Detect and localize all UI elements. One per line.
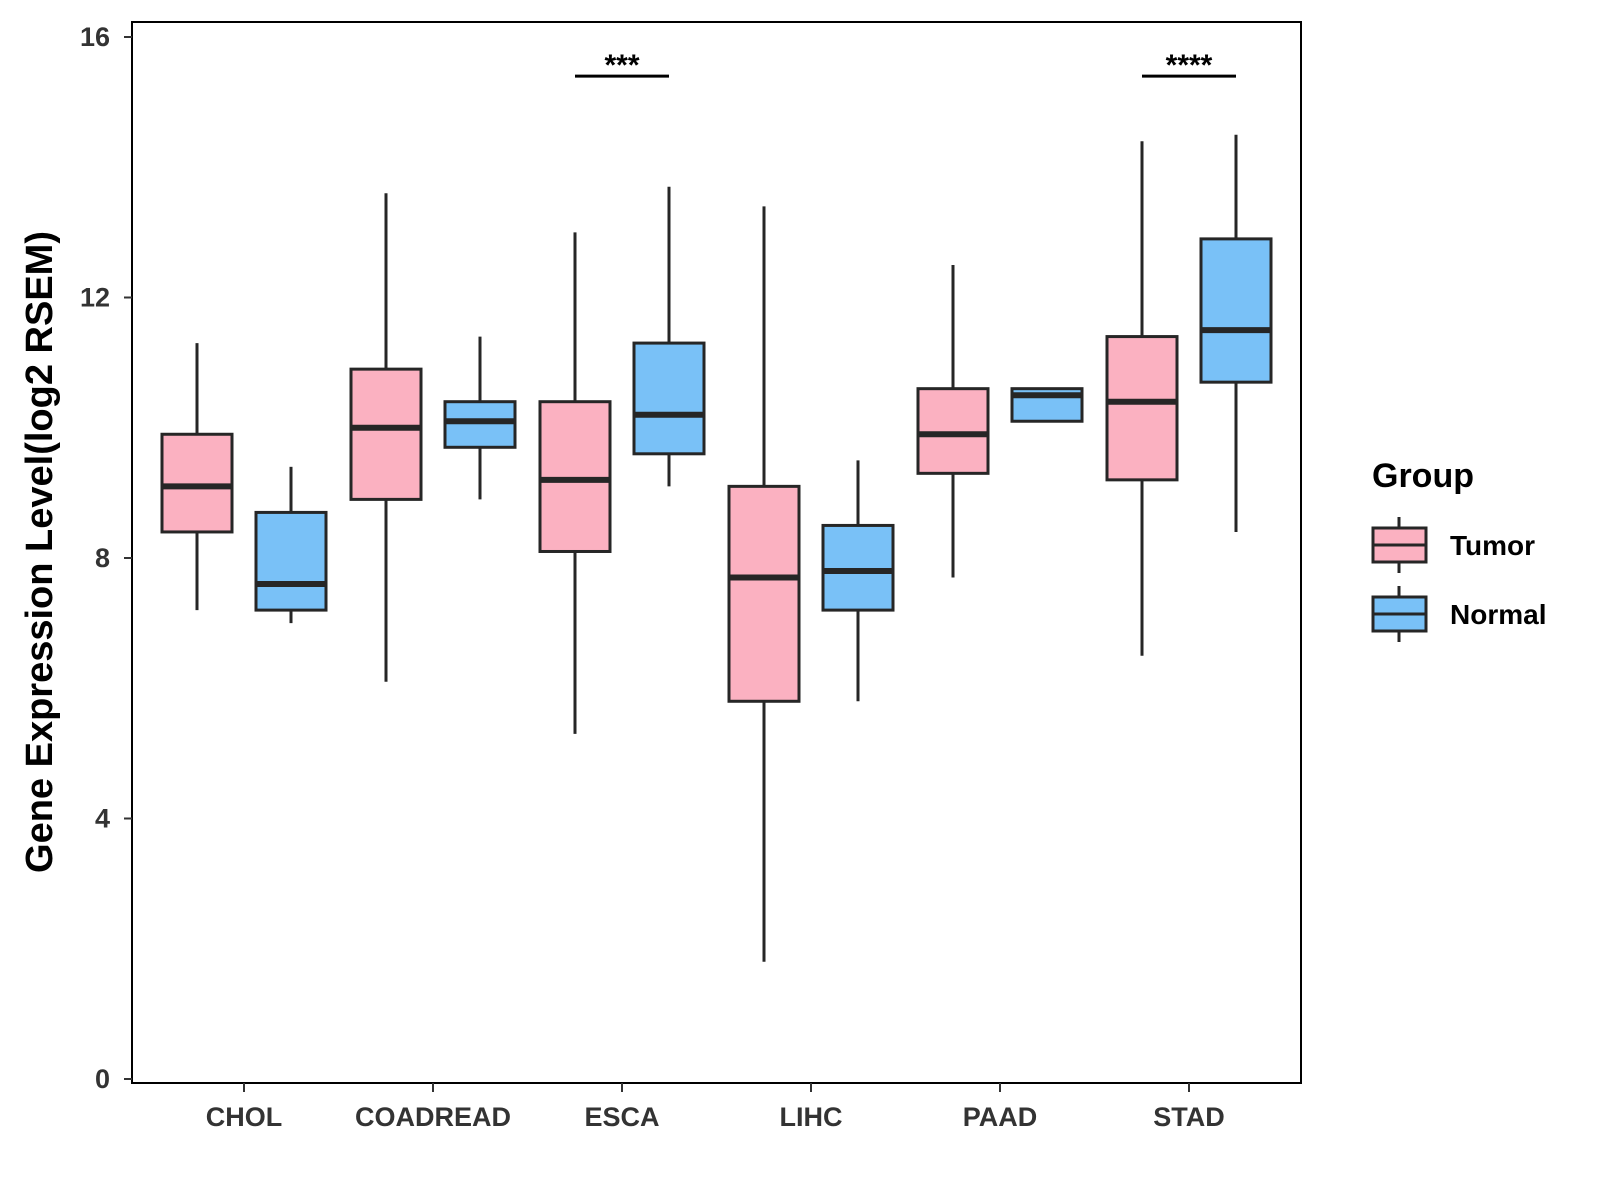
box-iqr: [1199, 237, 1273, 384]
box-iqr: [727, 484, 801, 703]
box-iqr: [443, 400, 517, 449]
box-iqr: [160, 432, 234, 534]
x-tick-label: PAAD: [963, 1102, 1038, 1132]
x-tick-label: CHOL: [206, 1102, 283, 1132]
legend: Group Tumor Normal: [1371, 457, 1546, 642]
y-tick-label: 0: [95, 1064, 110, 1094]
x-tick-label: LIHC: [780, 1102, 843, 1132]
legend-title: Group: [1372, 457, 1474, 495]
y-tick-label: 8: [95, 543, 110, 573]
box-iqr: [821, 523, 895, 612]
x-tick-label: STAD: [1153, 1102, 1225, 1132]
x-axis: CHOL COADREAD ESCA LIHC PAAD STAD: [206, 1083, 1225, 1132]
significance-annotations: *** ****: [575, 49, 1236, 82]
box-tumor-stad: [1105, 141, 1179, 656]
box-tumor-esca: [538, 232, 612, 734]
y-tick-label: 12: [80, 283, 110, 313]
box-normal-chol: [254, 466, 328, 624]
significance-label: ***: [604, 49, 639, 82]
legend-label: Normal: [1450, 599, 1546, 630]
significance-label: ****: [1166, 49, 1213, 82]
legend-label: Tumor: [1450, 530, 1535, 561]
box-iqr: [632, 341, 706, 456]
x-tick-label: ESCA: [584, 1102, 659, 1132]
box-iqr: [349, 367, 423, 501]
box-normal-paad: [1010, 387, 1084, 423]
box-tumor-paad: [916, 264, 990, 578]
y-axis-title: Gene Expression Level(log2 RSEM): [19, 231, 61, 873]
box-normal-esca: [632, 186, 706, 487]
y-axis: 0 4 8 12 16: [80, 22, 132, 1094]
legend-entry-normal: Normal: [1371, 586, 1546, 642]
legend-entry-tumor: Tumor: [1371, 517, 1535, 573]
y-tick-label: 4: [95, 804, 110, 834]
box-normal-coadread: [443, 336, 517, 500]
y-tick-label: 16: [80, 22, 110, 52]
x-tick-label: COADREAD: [355, 1102, 511, 1132]
box-series: [160, 134, 1273, 962]
box-tumor-coadread: [349, 193, 423, 682]
box-iqr: [254, 510, 328, 612]
box-tumor-chol: [160, 343, 234, 611]
box-iqr: [1105, 335, 1179, 482]
box-tumor-lihc: [727, 206, 801, 962]
box-iqr: [538, 400, 612, 553]
box-iqr: [916, 387, 990, 475]
box-normal-stad: [1199, 134, 1273, 532]
box-normal-lihc: [821, 460, 895, 702]
